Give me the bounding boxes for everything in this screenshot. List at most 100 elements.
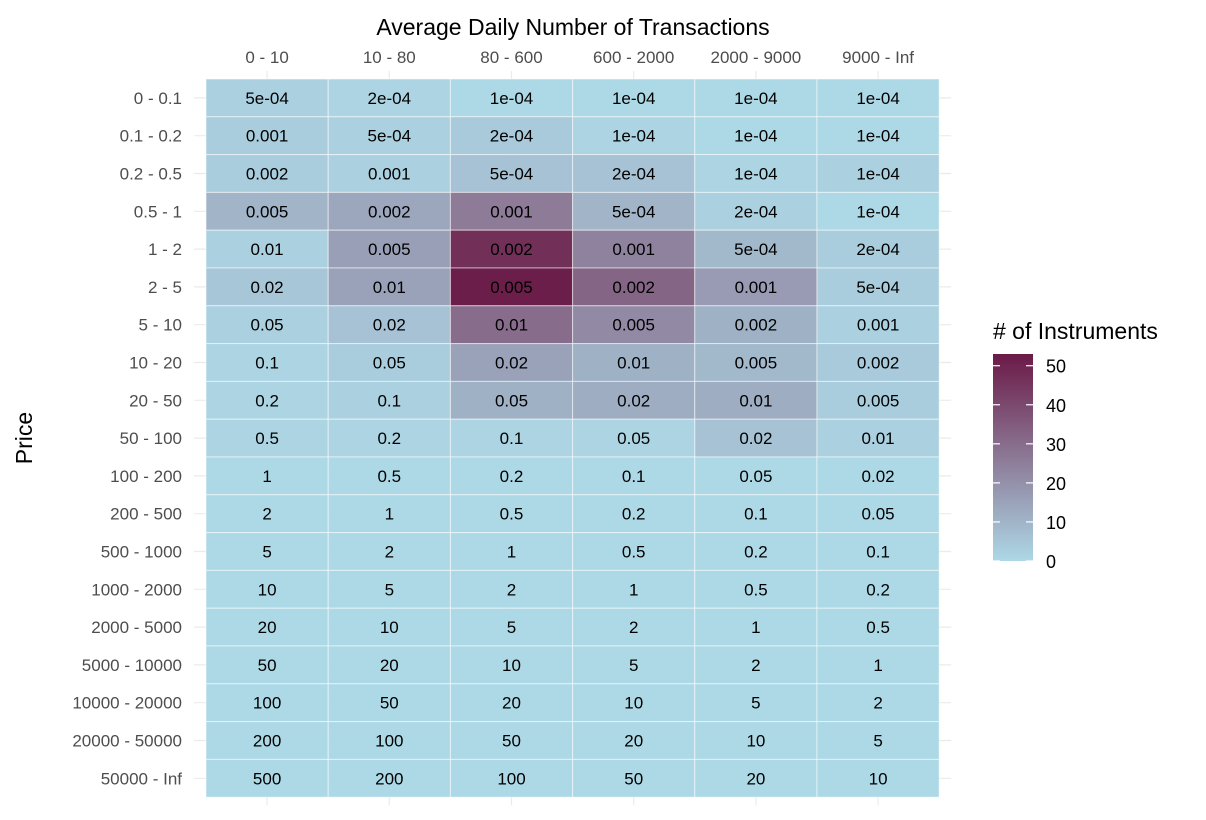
heatmap-cell: [205, 191, 329, 231]
heatmap-cell: [327, 758, 451, 798]
cell-label: 5e-04: [368, 127, 411, 146]
heatmap-cell: [205, 645, 329, 685]
heatmap-cell: [327, 569, 451, 609]
cell-label: 1e-04: [856, 89, 899, 108]
heatmap-cell: [205, 154, 329, 193]
cell-label: 1: [751, 618, 760, 637]
cell-label: 0.001: [735, 278, 778, 297]
cell-label: 0.005: [368, 240, 411, 259]
y-tick-label: 100 - 200: [110, 467, 182, 486]
cell-label: 50: [624, 769, 643, 788]
cell-label: 0.005: [612, 316, 655, 335]
heatmap-cell: [694, 721, 818, 760]
cell-label: 0.01: [739, 391, 772, 410]
cell-label: 20: [624, 732, 643, 751]
cell-label: 0.01: [373, 278, 406, 297]
cell-label: 0.002: [735, 316, 778, 335]
cell-label: 0.01: [862, 429, 895, 448]
y-tick-label: 500 - 1000: [101, 543, 182, 562]
cell-label: 1: [385, 505, 394, 524]
heatmap-cell: [327, 116, 451, 156]
heatmap-cell: [327, 380, 451, 420]
heatmap-cell: [572, 683, 696, 723]
legend-colorbar: [993, 354, 1033, 561]
heatmap-cell: [205, 532, 329, 571]
y-tick-label: 20000 - 50000: [72, 732, 182, 751]
cell-label: 5: [751, 694, 760, 713]
cell-label: 2: [873, 694, 882, 713]
heatmap-cell: [449, 305, 574, 345]
heatmap-cell: [327, 305, 451, 345]
cell-label: 0.001: [368, 165, 411, 184]
cell-label: 1: [262, 467, 271, 486]
cell-label: 0.5: [866, 618, 890, 637]
heatmap-cell: [572, 456, 696, 496]
heatmap-cell: [694, 267, 818, 307]
cell-label: 20: [746, 769, 765, 788]
cell-label: 0.05: [373, 354, 406, 373]
cell-label: 1: [629, 580, 638, 599]
heatmap-cell: [572, 418, 696, 458]
heatmap-cell: [572, 758, 696, 798]
heatmap-cell: [816, 78, 940, 118]
heatmap-cell: [205, 683, 329, 723]
heatmap-cell: [327, 721, 451, 760]
heatmap-cell: [205, 418, 329, 458]
heatmap-cell: [572, 721, 696, 760]
heatmap-cell: [816, 683, 940, 723]
cell-label: 0.02: [739, 429, 772, 448]
cell-label: 2e-04: [368, 89, 411, 108]
x-tick-label: 10 - 80: [363, 48, 416, 67]
y-tick-label: 50 - 100: [120, 429, 182, 448]
cell-label: 1e-04: [490, 89, 533, 108]
cell-label: 20: [502, 694, 521, 713]
cell-labels: 5e-04 2e-04 1e-04 1e-04 1e-04 1e-04 0.001 5e-04…: [245, 89, 899, 788]
heatmap-cell: [449, 758, 574, 798]
cell-label: 5e-04: [245, 89, 288, 108]
legend-title: # of Instruments: [993, 318, 1158, 344]
heatmap-cell: [694, 229, 818, 269]
heatmap-cell: [205, 305, 329, 345]
cell-label: 0.002: [857, 354, 900, 373]
cell-label: 10: [502, 656, 521, 675]
cell-label: 5: [873, 732, 882, 751]
cell-label: 1e-04: [856, 127, 899, 146]
heatmap-cell: [327, 645, 451, 685]
cell-label: 0.005: [857, 391, 900, 410]
heatmap-cell: [449, 154, 574, 193]
legend-tick-label: 50: [1046, 357, 1066, 377]
y-tick-label: 20 - 50: [129, 391, 182, 410]
cell-label: 100: [497, 769, 525, 788]
cell-label: 0.02: [495, 354, 528, 373]
cell-label: 5e-04: [612, 202, 655, 221]
cell-label: 0.1: [377, 391, 401, 410]
cell-label: 0.002: [368, 202, 411, 221]
cell-label: 10: [258, 580, 277, 599]
cell-label: 5: [507, 618, 516, 637]
x-tick-label: 600 - 2000: [593, 48, 674, 67]
cell-label: 0.01: [495, 316, 528, 335]
y-tick-label: 10000 - 20000: [72, 694, 182, 713]
x-tick-labels: 0 - 10 10 - 80 80 - 600 600 - 2000 2000 - 90…: [245, 48, 914, 67]
cell-label: 2: [629, 618, 638, 637]
cell-label: 0.2: [744, 543, 768, 562]
heatmap-cell: [816, 191, 940, 231]
cell-label: 0.05: [495, 391, 528, 410]
legend-tick-label: 10: [1046, 513, 1066, 533]
y-tick-label: 2 - 5: [148, 278, 182, 297]
heatmap-cell: [694, 607, 818, 647]
cell-label: 0.02: [373, 316, 406, 335]
cell-label: 1e-04: [856, 202, 899, 221]
cell-label: 0.1: [255, 354, 279, 373]
cell-label: 0.1: [866, 543, 890, 562]
cell-label: 50: [380, 694, 399, 713]
cell-label: 0.05: [739, 467, 772, 486]
x-tick-label: 0 - 10: [245, 48, 288, 67]
cell-label: 1: [873, 656, 882, 675]
heatmap-cell: [816, 607, 940, 647]
heatmap-cell: [694, 191, 818, 231]
cell-label: 0.05: [617, 429, 650, 448]
cell-label: 10: [869, 769, 888, 788]
cell-label: 0.005: [246, 202, 289, 221]
y-tick-label: 5000 - 10000: [82, 656, 182, 675]
